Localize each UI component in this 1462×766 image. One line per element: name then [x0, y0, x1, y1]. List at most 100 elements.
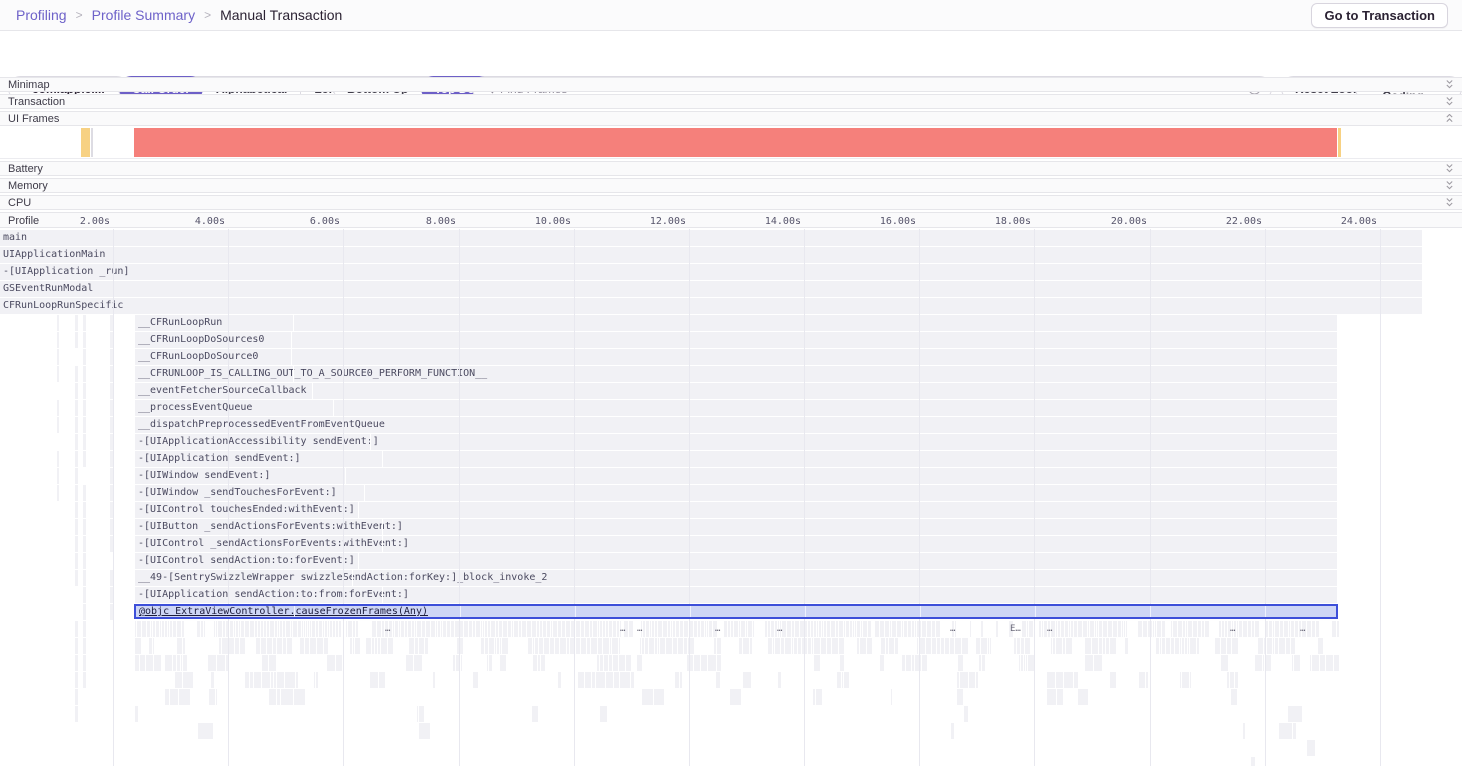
flame-frame-small[interactable] [1178, 621, 1182, 637]
flame-frame-small[interactable] [1294, 655, 1300, 671]
flame-frame-small[interactable] [578, 672, 584, 688]
flame-frame-small[interactable] [1284, 621, 1288, 637]
flame-frame-small[interactable] [153, 638, 154, 654]
flame-frame-small[interactable] [377, 621, 381, 637]
flame-frame-small[interactable] [868, 621, 871, 637]
flame-frame-small[interactable] [460, 638, 463, 654]
flame-frame-small[interactable] [792, 638, 793, 654]
flame-frame-small[interactable] [214, 621, 215, 637]
flame-frame-small[interactable] [273, 638, 276, 654]
flame-frame-small[interactable] [620, 621, 621, 637]
flame-frame-small[interactable] [317, 638, 323, 654]
flame-frame-small[interactable] [1063, 638, 1065, 654]
flame-frame-small[interactable] [646, 621, 649, 637]
flame-frame-small[interactable] [885, 621, 889, 637]
flame-frame-small[interactable] [181, 655, 182, 671]
flame-frame-small[interactable] [642, 638, 644, 654]
flame-frame-small[interactable] [1064, 672, 1073, 688]
flame-frame-small[interactable] [822, 621, 823, 637]
flame-frame-small[interactable] [278, 621, 279, 637]
flame-frame-small[interactable] [310, 638, 316, 654]
flame-frame-small[interactable] [782, 621, 786, 637]
flame-frame-small[interactable] [151, 621, 152, 637]
flame-frame-small[interactable] [812, 638, 813, 654]
flame-frame-small[interactable] [1234, 621, 1236, 637]
flame-frame-small[interactable] [183, 655, 187, 671]
flame-frame-small[interactable] [1053, 638, 1055, 654]
flame-frame-small[interactable] [678, 638, 683, 654]
flame-frame-small[interactable] [587, 638, 590, 654]
flame-frame-small[interactable] [399, 621, 400, 637]
breadcrumb-profiling[interactable]: Profiling [16, 7, 67, 23]
flame-frame-small[interactable] [1185, 638, 1187, 654]
flame-frame-small[interactable] [75, 434, 78, 450]
flame-frame-small[interactable] [433, 672, 435, 688]
flame-frame[interactable]: -[UIControl touchesEnded:withEvent:] [135, 502, 1337, 518]
flame-frame-small[interactable] [889, 638, 894, 654]
flame-frame-small[interactable] [792, 621, 794, 637]
flame-frame-small[interactable] [83, 604, 86, 620]
flame-frame-small[interactable] [1221, 655, 1228, 671]
flame-frame[interactable]: __CFRunLoopRun [135, 315, 1337, 331]
flame-frame-small[interactable] [1166, 638, 1170, 654]
flame-frame-small[interactable] [1025, 638, 1030, 654]
flame-frame-small[interactable] [624, 621, 628, 637]
flame-frame-small[interactable] [768, 621, 770, 637]
flame-frame-small[interactable] [83, 315, 86, 331]
flame-frame-small[interactable] [83, 332, 86, 348]
flame-frame-small[interactable] [811, 621, 813, 637]
flame-frame-small[interactable] [598, 621, 599, 637]
flame-frame-small[interactable] [375, 638, 377, 654]
flame-frame-small[interactable] [83, 672, 86, 688]
flame-frame-small[interactable] [861, 621, 862, 637]
flame-frame-small[interactable] [83, 655, 86, 671]
flame-frame-small[interactable] [75, 332, 78, 348]
flame-frame-small[interactable] [1198, 621, 1201, 637]
flame-frame-small[interactable] [558, 621, 561, 637]
flame-frame-small[interactable] [153, 621, 155, 637]
flame-frame-small[interactable] [1106, 638, 1109, 654]
flame-frame-small[interactable] [891, 689, 892, 705]
flame-frame-small[interactable] [705, 621, 706, 637]
flame-frame-small[interactable] [880, 655, 884, 671]
flame-frame-small[interactable] [1310, 655, 1311, 671]
flame-frame-small[interactable] [1078, 689, 1088, 705]
flame-frame-small[interactable] [154, 655, 161, 671]
flame-frame-small[interactable] [609, 621, 612, 637]
flame-frame-small[interactable] [1279, 723, 1292, 739]
flame-frame-small[interactable] [808, 621, 810, 637]
flame-frame-small[interactable] [800, 621, 804, 637]
flame-frame-small[interactable] [241, 621, 244, 637]
flame-frame-small[interactable] [1047, 672, 1055, 688]
flame-frame-small[interactable] [1225, 621, 1227, 637]
flame-frame-small[interactable] [262, 655, 268, 671]
flame-frame-small[interactable] [83, 553, 86, 569]
flame-frame-small[interactable] [957, 672, 959, 688]
flame-frame-small[interactable] [576, 621, 580, 637]
flame-frame-small[interactable] [527, 621, 531, 637]
flame-frame-small[interactable] [996, 621, 998, 637]
flame-frame-small[interactable] [1307, 621, 1311, 637]
go-to-transaction-button[interactable]: Go to Transaction [1311, 3, 1448, 28]
flame-frame-small[interactable] [717, 655, 721, 671]
flame-frame-small[interactable] [110, 400, 113, 416]
flame-frame-small[interactable] [753, 621, 754, 637]
flame-frame-small[interactable] [1157, 621, 1161, 637]
flame-frame-small[interactable] [576, 638, 580, 654]
flame-frame-small[interactable] [1069, 621, 1070, 637]
flame-frame-small[interactable] [631, 672, 634, 688]
flame-frame-small[interactable] [832, 638, 838, 654]
flame-frame[interactable]: -[UIApplication _run] [0, 264, 1422, 280]
flame-frame-small[interactable] [1097, 621, 1098, 637]
flame-frame-small[interactable] [528, 638, 532, 654]
flame-frame-small[interactable] [547, 621, 550, 637]
flame-frame-small[interactable] [553, 621, 557, 637]
flame-frame-small[interactable] [57, 315, 59, 331]
flame-frame-small[interactable] [1243, 621, 1247, 637]
flame-frame-small[interactable] [962, 638, 968, 654]
flame-frame-small[interactable] [863, 621, 867, 637]
flame-frame-small[interactable] [497, 638, 499, 654]
flame-frame-small[interactable] [235, 638, 239, 654]
flame-frame-small[interactable] [655, 621, 657, 637]
flame-frame[interactable]: -[UIApplication sendEvent:] [135, 451, 1337, 467]
